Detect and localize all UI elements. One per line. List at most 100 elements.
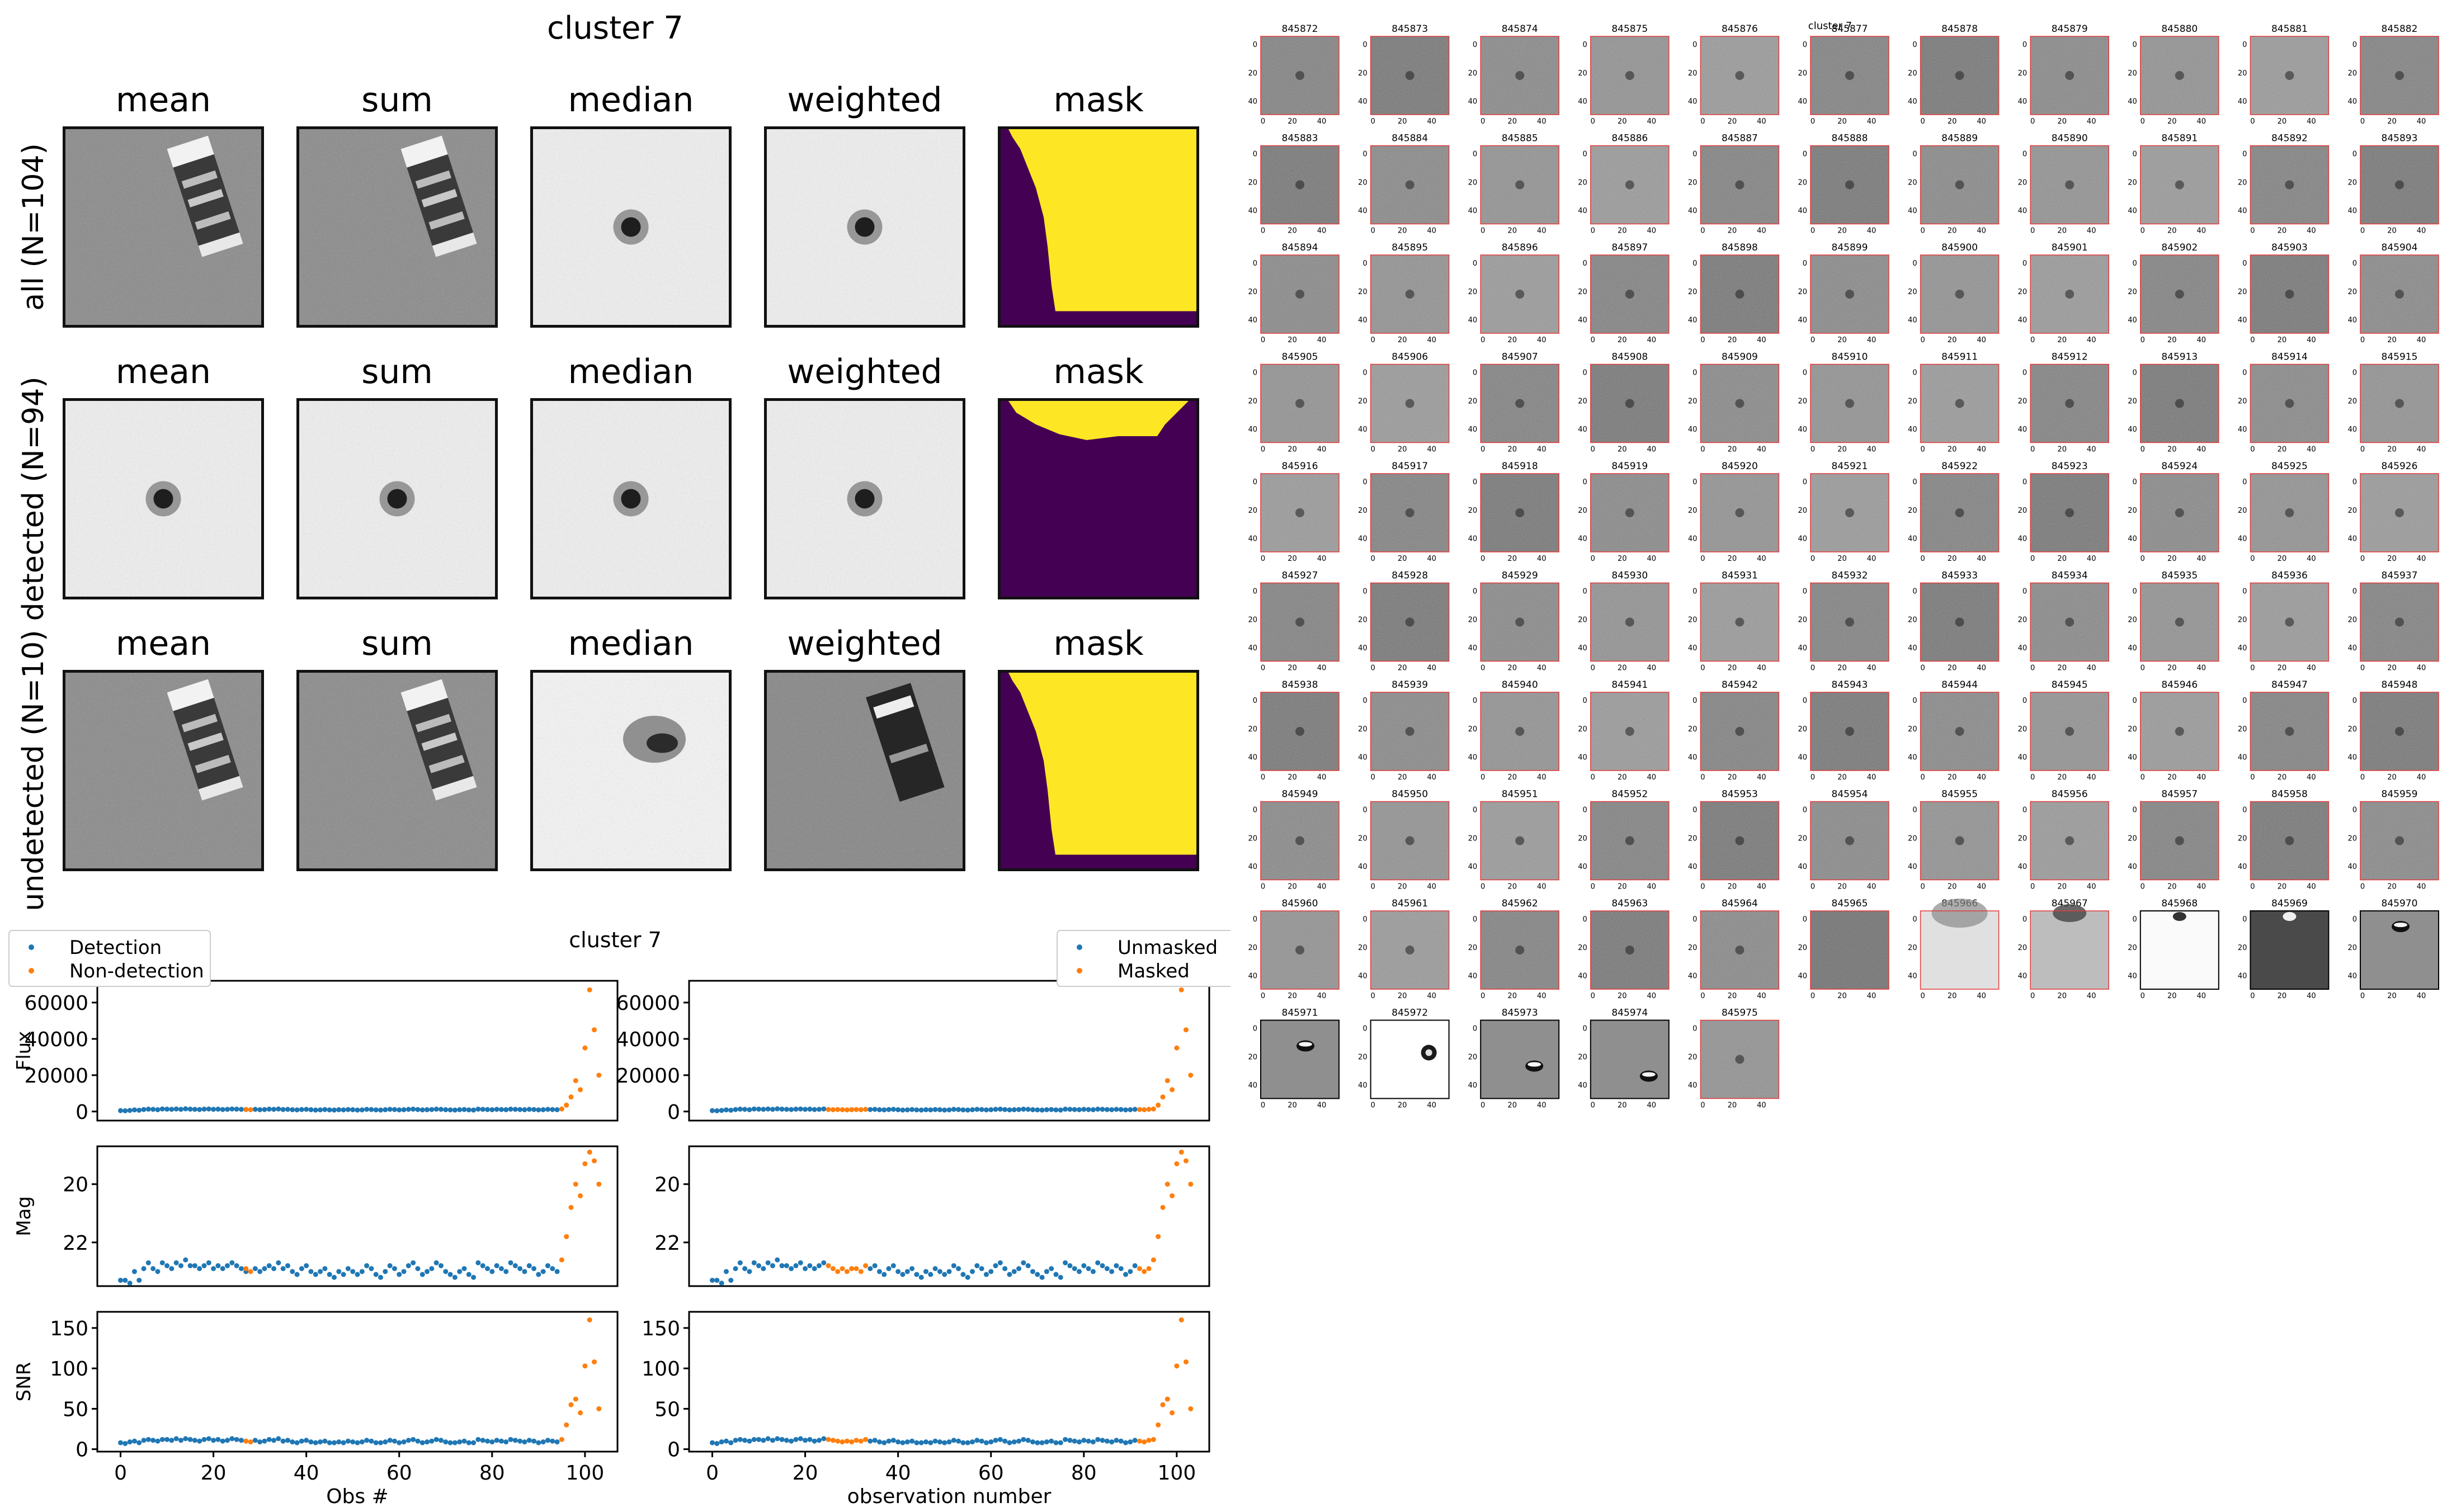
data-point xyxy=(812,1107,817,1112)
cutout-frame xyxy=(1700,363,1780,443)
data-point xyxy=(951,1438,956,1443)
stack-figure-title: cluster 7 xyxy=(547,10,683,46)
cutout-ytick: 40 xyxy=(1248,316,1257,325)
x-tick-label: 20 xyxy=(201,1462,227,1485)
cutout-xtick: 0 xyxy=(1370,446,1375,454)
cutout-frame xyxy=(2360,473,2439,552)
data-point xyxy=(429,1107,435,1112)
data-point xyxy=(145,1107,151,1112)
data-point xyxy=(392,1107,397,1112)
cutout-ytick: 0 xyxy=(2022,697,2027,705)
data-point xyxy=(830,1438,836,1443)
legend-label: Non-detection xyxy=(69,960,204,982)
data-point xyxy=(1118,1107,1124,1112)
cutout-xtick: 20 xyxy=(1618,773,1627,782)
cutout-frame xyxy=(2360,145,2439,225)
data-point xyxy=(573,1182,578,1187)
cutout-xtick: 0 xyxy=(1700,992,1705,1000)
data-point xyxy=(461,1438,467,1444)
data-point xyxy=(187,1107,193,1112)
data-point xyxy=(821,1260,827,1265)
cutout-xtick: 20 xyxy=(1948,883,1957,891)
data-point xyxy=(1063,1437,1068,1442)
cutout-xtick: 0 xyxy=(1700,446,1705,454)
data-point xyxy=(471,1107,477,1113)
data-point xyxy=(443,1269,449,1274)
data-point xyxy=(1030,1439,1035,1445)
data-point xyxy=(1016,1266,1022,1272)
data-point xyxy=(415,1438,421,1444)
data-point xyxy=(406,1263,411,1269)
data-point xyxy=(141,1266,147,1272)
data-point xyxy=(383,1269,388,1274)
cutout-frame xyxy=(2140,254,2219,334)
cutout-label: 845910 xyxy=(1832,352,1868,363)
data-point xyxy=(775,1436,780,1442)
data-point xyxy=(951,1107,956,1112)
legend-frame xyxy=(8,930,211,987)
cutout-source xyxy=(1735,290,1745,299)
cutout-source xyxy=(2175,836,2184,845)
cutout-frame xyxy=(1370,363,1450,443)
data-point xyxy=(798,1260,803,1265)
cutout-source xyxy=(2395,617,2404,627)
cutout-xtick: 20 xyxy=(2167,117,2177,126)
cutout-ytick: 0 xyxy=(1803,259,1807,268)
cutout-ytick: 20 xyxy=(1358,69,1368,78)
cutout-xtick: 20 xyxy=(2278,555,2287,563)
y-tick-label: 0 xyxy=(667,1101,680,1124)
cutout-label: 845941 xyxy=(1611,679,1648,691)
data-point xyxy=(211,1266,216,1272)
cutout-ytick: 0 xyxy=(1362,478,1367,486)
data-point xyxy=(206,1106,211,1112)
data-point xyxy=(568,1094,574,1100)
cutout-xtick: 40 xyxy=(1647,227,1657,235)
cutout-ytick: 0 xyxy=(1253,478,1257,486)
data-point xyxy=(280,1438,286,1444)
cutout-ytick: 40 xyxy=(2128,644,2137,653)
cutout-xtick: 0 xyxy=(1261,664,1265,673)
data-point xyxy=(723,1269,729,1274)
cutout-ytick: 40 xyxy=(1688,98,1698,106)
data-point xyxy=(1114,1263,1119,1269)
cutout-ytick: 20 xyxy=(2018,834,2028,843)
cutout-ytick: 0 xyxy=(1583,150,1587,159)
data-point xyxy=(854,1266,859,1272)
cutout-xtick: 20 xyxy=(1618,1102,1627,1110)
cutout-xtick: 0 xyxy=(1811,117,1815,126)
data-point xyxy=(155,1269,161,1274)
cutout-xtick: 20 xyxy=(1948,336,1957,344)
cutout-frame xyxy=(1480,910,1559,990)
data-point xyxy=(1049,1438,1054,1444)
cutout-label: 845947 xyxy=(2271,679,2308,691)
cutout-frame xyxy=(1480,582,1559,662)
y-tick-label: 0 xyxy=(667,1439,680,1462)
cutout-xtick: 20 xyxy=(1618,664,1627,673)
cutout-ytick: 40 xyxy=(2128,207,2137,215)
cutout-xtick: 40 xyxy=(2197,992,2207,1000)
cutout-ytick: 40 xyxy=(1578,863,1587,871)
cutout-source-core xyxy=(2394,923,2407,927)
cutout-xtick: 20 xyxy=(1507,773,1517,782)
data-point xyxy=(559,1106,564,1112)
column-title: mask xyxy=(1053,624,1144,663)
cutout-source xyxy=(1735,836,1745,845)
cutout-source xyxy=(1295,508,1304,517)
cutout-xtick: 0 xyxy=(1920,992,1925,1000)
data-point xyxy=(285,1107,290,1112)
cutout-ytick: 40 xyxy=(1248,972,1257,981)
y-axis-label: Mag xyxy=(13,1196,35,1236)
cutout-frame xyxy=(1590,363,1670,443)
data-point xyxy=(937,1269,942,1274)
data-point xyxy=(789,1266,794,1272)
cutout-frame xyxy=(1700,692,1780,771)
cutout-xtick: 20 xyxy=(1398,555,1407,563)
cutout-source xyxy=(1845,290,1854,299)
